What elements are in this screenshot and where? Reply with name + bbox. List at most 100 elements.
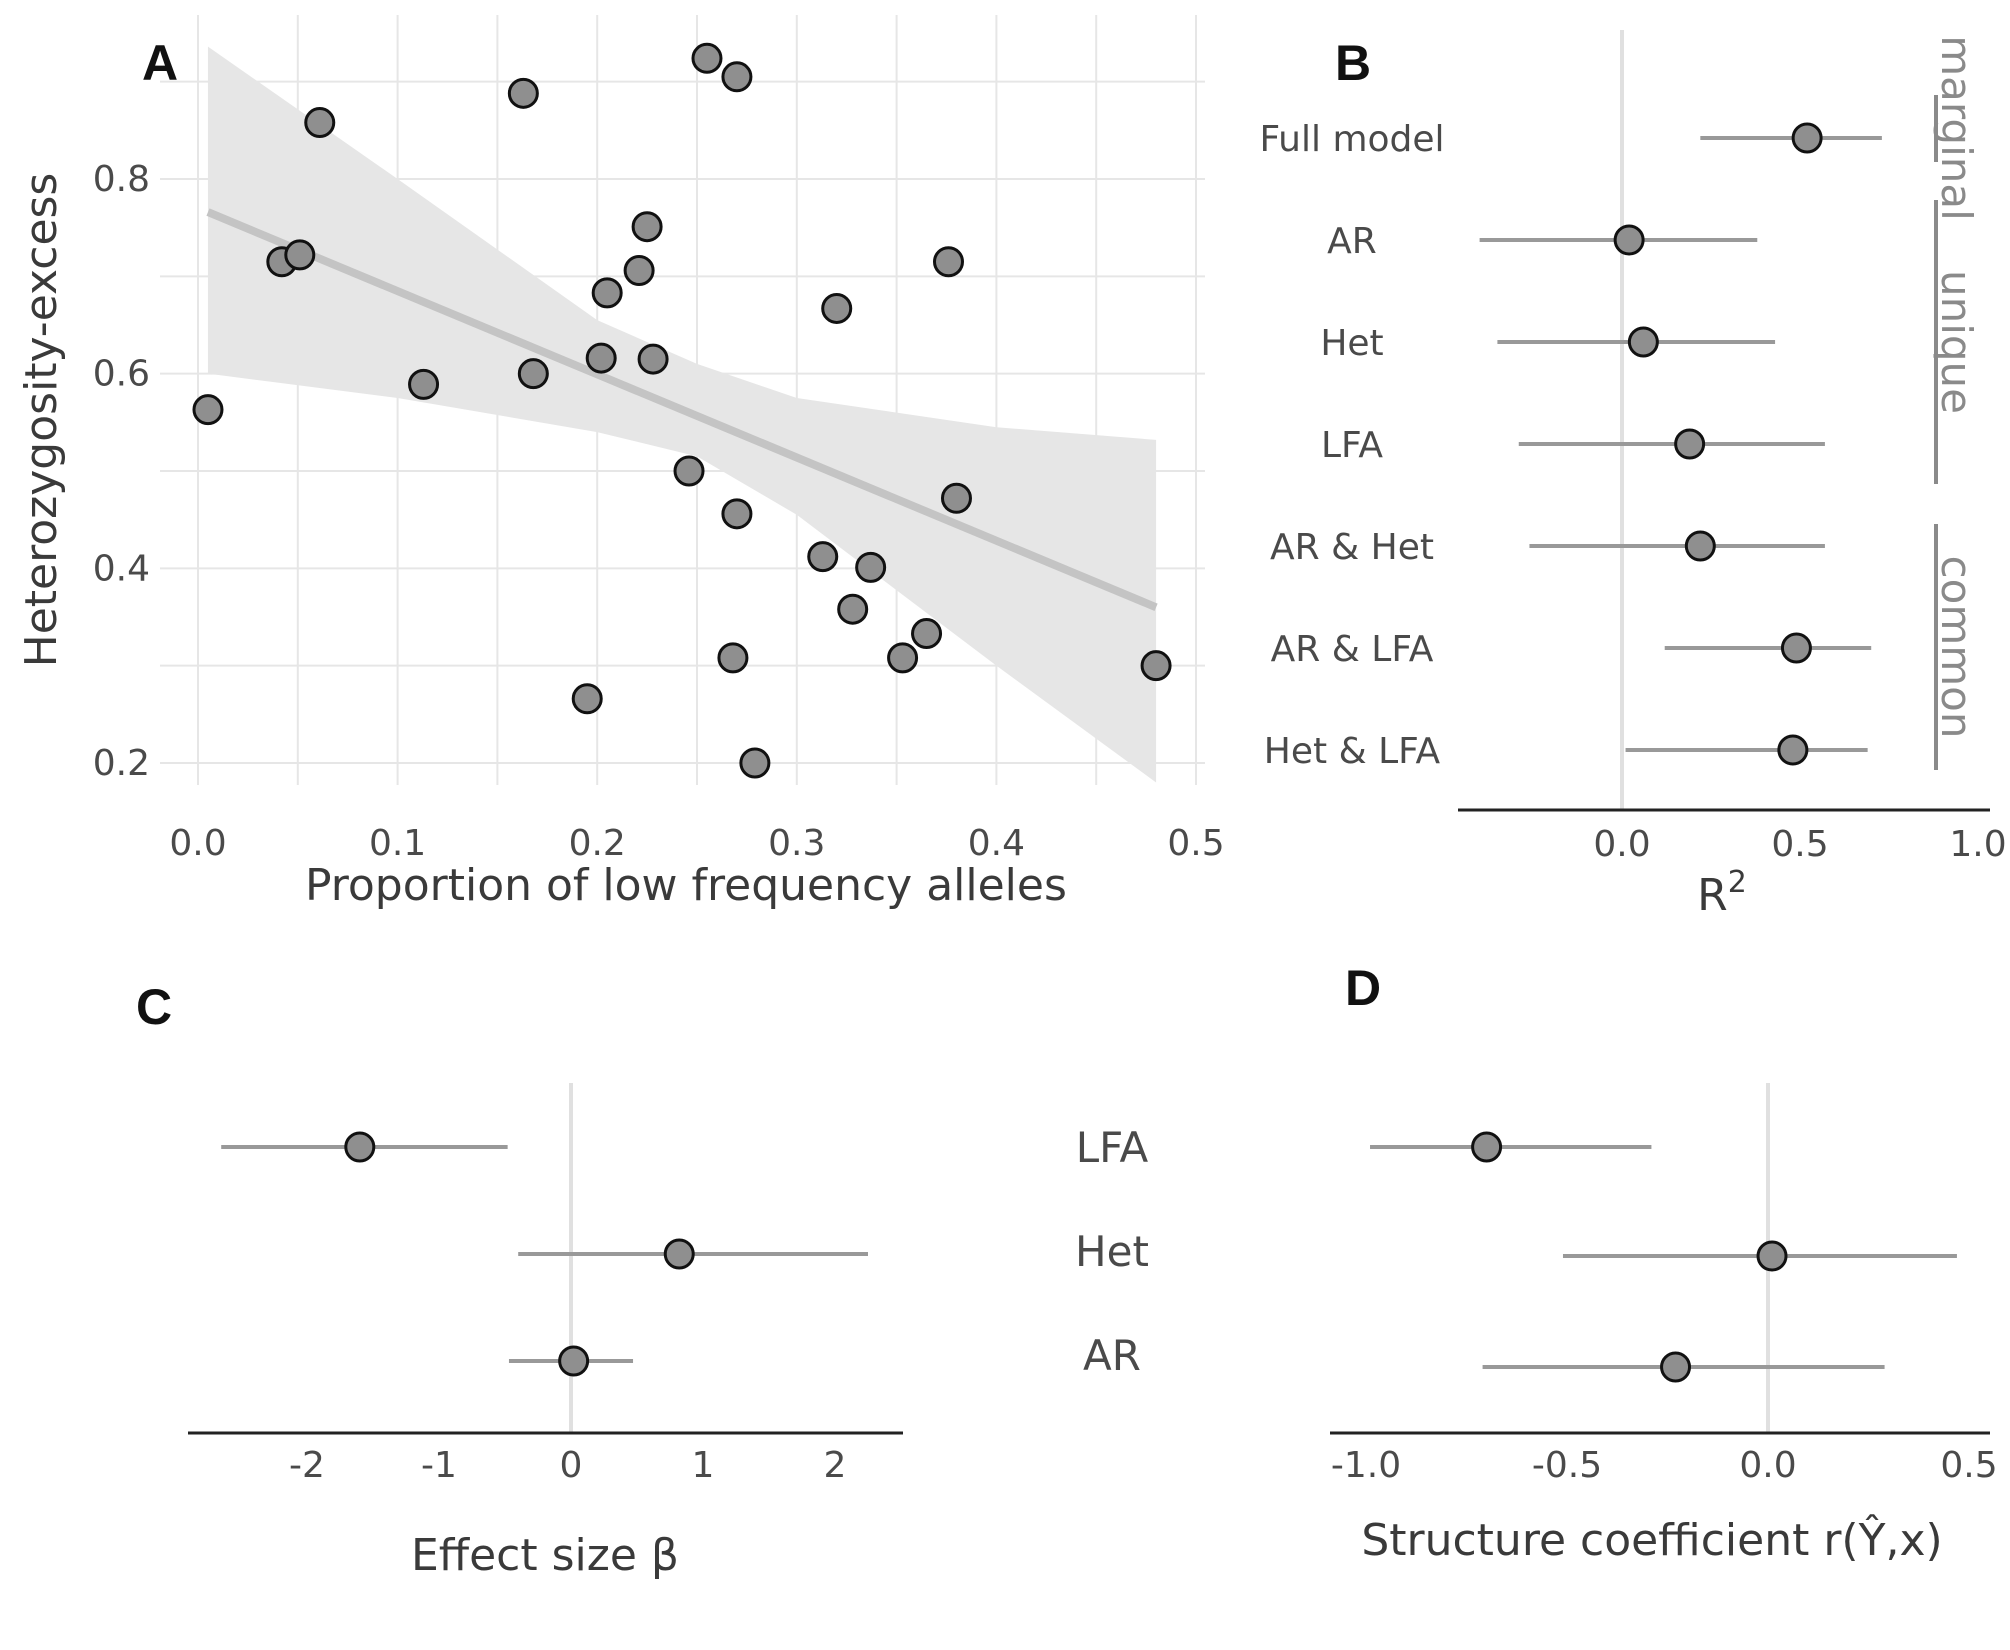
panel-a: 0.0 0.1 0.2 0.3 0.4 0.5 0.2 0.4 0.6 0.8 Proporti… [16, 15, 1225, 911]
panel-d-x-axis-title: Structure coefficient r(Ŷ,x) [1361, 1513, 1942, 1566]
panel-b-point [1627, 326, 1659, 358]
panel-a-x-tick-label: 0.3 [768, 823, 825, 864]
panel-a-point [284, 239, 316, 271]
panel-a-x-ticks: 0.0 0.1 0.2 0.3 0.4 0.5 [169, 823, 1224, 864]
panel-cd-row-label: AR [1083, 1331, 1141, 1380]
panel-a-x-tick-label: 0.5 [1167, 823, 1224, 864]
panel-a-point [855, 551, 887, 583]
panel-a-point [691, 42, 723, 74]
panel-a-point [571, 683, 603, 715]
panel-c-x-tick-label: 1 [692, 1445, 715, 1486]
panel-c-letter: C [136, 979, 172, 1035]
panel-a-point [932, 246, 964, 278]
panel-a-y-axis-title: Heterozygosity-excess [16, 173, 67, 668]
panel-d-point [1756, 1240, 1788, 1272]
panel-a-point [631, 211, 663, 243]
panel-a-point [821, 292, 853, 324]
panel-b-x-tick-label: 0.0 [1593, 824, 1650, 865]
panel-cd-row-label: LFA [1076, 1123, 1149, 1172]
panel-a-x-tick-label: 0.0 [169, 823, 226, 864]
panel-a-point [721, 61, 753, 93]
panel-b-row-label: LFA [1321, 425, 1383, 466]
panel-b-group-brackets: marginal unique common [1932, 35, 1981, 770]
panel-c-point [558, 1345, 590, 1377]
panel-a-y-tick-label: 0.8 [93, 159, 150, 200]
panel-a-point [837, 593, 869, 625]
panel-a-point [408, 368, 440, 400]
panel-a-point [739, 747, 771, 779]
panel-c-x-tick-label: -1 [421, 1445, 457, 1486]
panel-d-x-tick-label: -1.0 [1331, 1445, 1401, 1486]
panel-b-x-tick-label: 1.0 [1949, 824, 2006, 865]
panel-b-row-label: AR & Het [1270, 527, 1434, 568]
panel-d-x-ticks: -1.0 -0.5 0.0 0.5 [1331, 1445, 1998, 1486]
panel-d-x-tick-label: 0.5 [1940, 1445, 1997, 1486]
panel-b-row-label: Full model [1259, 119, 1444, 160]
panel-a-points [192, 42, 1172, 779]
panel-c-point [344, 1131, 376, 1163]
panel-c-x-tick-label: 0 [560, 1445, 583, 1486]
panel-b-rows: Full model AR Het LFA AR & Het AR & LFA Het & … [1259, 119, 1882, 772]
panel-d-letter: D [1345, 960, 1381, 1016]
panel-b-row-label: AR & LFA [1271, 629, 1434, 670]
panel-b: Full model AR Het LFA AR & Het AR & LFA Het & … [1259, 30, 2007, 921]
panel-b-x-ticks: 0.0 0.5 1.0 [1593, 824, 2006, 865]
panel-b-point [1791, 122, 1823, 154]
panel-a-point [940, 482, 972, 514]
panel-a-y-tick-label: 0.6 [93, 354, 150, 395]
panel-b-group-label: common [1932, 556, 1981, 739]
panel-a-point [507, 77, 539, 109]
panel-b-row-label: AR [1327, 221, 1377, 262]
panel-c-point [663, 1238, 695, 1270]
panel-b-point [1613, 224, 1645, 256]
panel-cd-category-labels: LFA Het AR [1075, 1123, 1149, 1380]
panel-a-point [721, 498, 753, 530]
panel-d: -1.0 -0.5 0.0 0.5 Structure coefficient r(Ŷ… [1330, 960, 1998, 1566]
panel-b-group-label: marginal [1932, 35, 1981, 221]
panel-c-x-ticks: -2 -1 0 1 2 [289, 1445, 846, 1486]
panel-a-letter: A [142, 35, 178, 91]
panel-a-y-ticks: 0.2 0.4 0.6 0.8 [93, 159, 150, 784]
panel-c-x-axis-title: Effect size β [411, 1530, 679, 1581]
panel-b-row-label: Het [1320, 323, 1383, 364]
panel-c-x-tick-label: -2 [289, 1445, 325, 1486]
panel-b-point [1674, 428, 1706, 460]
panel-b-letter: B [1335, 35, 1371, 91]
panel-c-x-tick-label: 2 [824, 1445, 847, 1486]
panel-a-x-axis-title: Proportion of low frequency alleles [305, 860, 1067, 911]
panel-a-x-tick-label: 0.4 [968, 823, 1025, 864]
panel-b-point [1780, 632, 1812, 664]
panel-a-confidence-band [207, 46, 1157, 783]
panel-cd-row-label: Het [1075, 1227, 1149, 1276]
panel-a-point [517, 358, 549, 390]
panel-a-point [585, 342, 617, 374]
panel-a-trend-line [206, 208, 1158, 611]
panel-c: -2 -1 0 1 2 Effect size β C [136, 979, 903, 1581]
panel-d-point [1471, 1131, 1503, 1163]
panel-b-point [1684, 530, 1716, 562]
panel-b-x-tick-label: 0.5 [1771, 824, 1828, 865]
panel-a-point [623, 254, 655, 286]
panel-a-point [717, 642, 749, 674]
panel-b-group-label: unique [1932, 270, 1981, 414]
panel-a-point [911, 618, 943, 650]
panel-a-point [807, 541, 839, 573]
panel-a-x-tick-label: 0.1 [369, 823, 426, 864]
panel-a-point [637, 343, 669, 375]
panel-a-point [192, 394, 224, 426]
panel-a-point [887, 642, 919, 674]
panel-a-point [304, 107, 336, 139]
panel-d-rows [1370, 1131, 1957, 1383]
panel-a-point [1140, 650, 1172, 682]
panel-a-y-tick-label: 0.2 [93, 743, 150, 784]
panel-a-point [673, 455, 705, 487]
panel-d-point [1660, 1351, 1692, 1383]
panel-b-x-axis-title: R2 [1697, 865, 1747, 921]
panel-a-x-tick-label: 0.2 [569, 823, 626, 864]
panel-c-rows [221, 1131, 868, 1377]
panel-a-y-tick-label: 0.4 [93, 548, 150, 589]
panel-d-x-tick-label: 0.0 [1739, 1445, 1796, 1486]
panel-d-x-tick-label: -0.5 [1532, 1445, 1602, 1486]
panel-b-point [1777, 734, 1809, 766]
